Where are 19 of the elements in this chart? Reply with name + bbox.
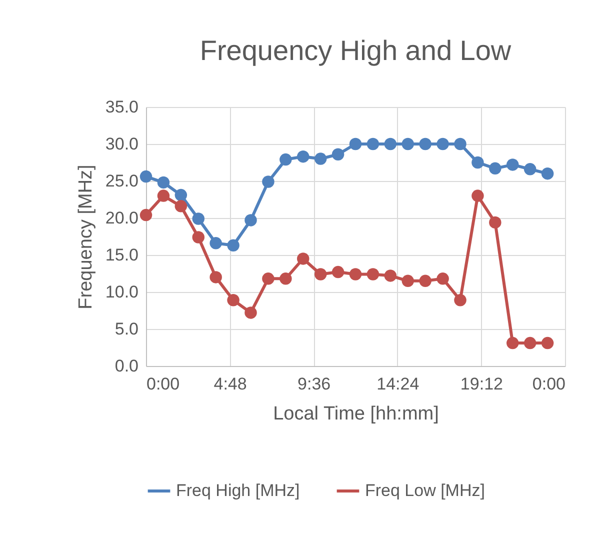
y-tick-label: 30.0 xyxy=(105,134,138,154)
x-tick-label: 0:00 xyxy=(532,374,566,394)
legend-label: Freq Low [MHz] xyxy=(365,481,485,500)
y-tick-label: 5.0 xyxy=(114,320,138,338)
y-tick-label: 20.0 xyxy=(105,208,138,228)
x-tick-label: 9:36 xyxy=(298,374,331,394)
x-tick-label: 4:48 xyxy=(214,374,247,394)
y-axis-title: Frequency [MHz] xyxy=(75,164,96,310)
x-tick-label: 0:00 xyxy=(146,374,180,394)
legend-label: Freq High [MHz] xyxy=(176,481,300,500)
chart-title: Frequency High and Low xyxy=(200,35,512,66)
x-tick-label: 19:12 xyxy=(460,374,503,394)
y-tick-label: 0.0 xyxy=(114,356,138,376)
y-tick-label: 25.0 xyxy=(105,172,138,190)
y-tick-label: 35.0 xyxy=(105,98,138,116)
y-tick-label: 15.0 xyxy=(105,246,138,264)
x-axis-title: Local Time [hh:mm] xyxy=(273,404,439,424)
x-tick-label: 14:24 xyxy=(376,374,420,394)
y-tick-label: 10.0 xyxy=(105,282,138,302)
